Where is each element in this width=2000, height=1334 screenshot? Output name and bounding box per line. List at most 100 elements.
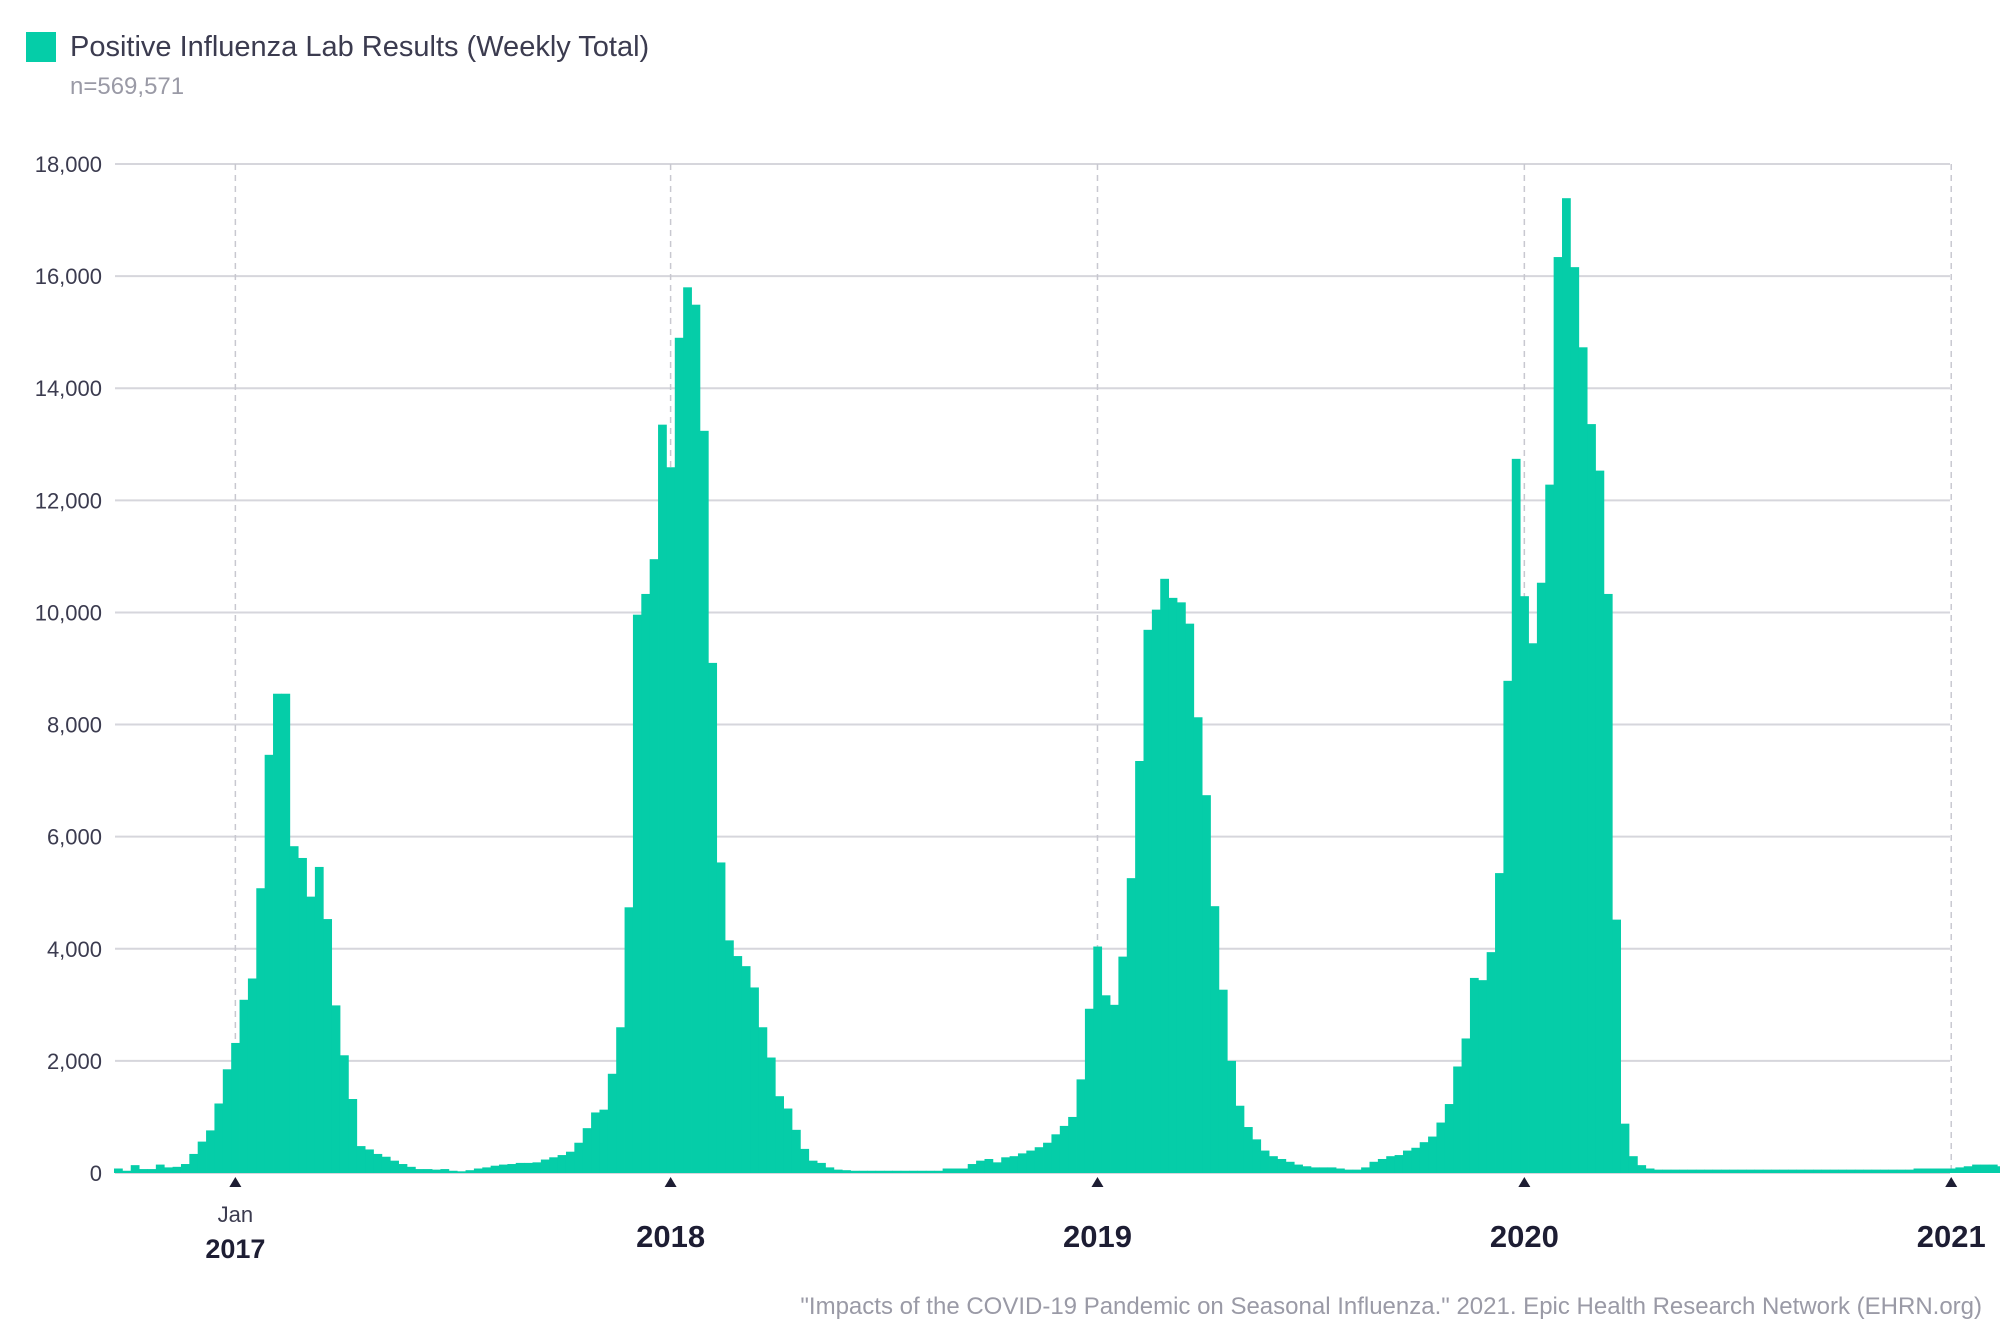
- bar: [247, 978, 257, 1173]
- bar: [875, 1170, 885, 1173]
- bar: [1612, 919, 1621, 1173]
- bar: [800, 1148, 810, 1173]
- bar: [1361, 1167, 1370, 1173]
- bar: [1930, 1168, 1940, 1173]
- bar: [1185, 623, 1195, 1173]
- bar: [130, 1165, 140, 1173]
- bar: [1436, 1122, 1446, 1173]
- legend-label: Positive Influenza Lab Results (Weekly T…: [70, 31, 649, 63]
- bar: [725, 940, 734, 1173]
- bar: [1528, 643, 1538, 1173]
- bar: [616, 1027, 625, 1173]
- bar: [189, 1153, 199, 1173]
- bar: [967, 1164, 977, 1173]
- bar: [222, 1069, 232, 1173]
- bar: [348, 1099, 358, 1173]
- x-tick-label: 2021: [1917, 1219, 1986, 1254]
- bar: [164, 1167, 173, 1173]
- bar: [482, 1167, 492, 1173]
- bar: [565, 1151, 575, 1173]
- bar: [1536, 582, 1546, 1173]
- bar: [1294, 1164, 1303, 1173]
- bar: [1746, 1169, 1755, 1173]
- bar: [1068, 1116, 1077, 1173]
- bar: [1670, 1169, 1680, 1173]
- bar: [858, 1170, 868, 1173]
- bar: [1227, 1060, 1236, 1173]
- bar: [197, 1141, 207, 1173]
- y-tick-label: 18,000: [35, 152, 102, 177]
- bar: [591, 1112, 600, 1173]
- bar: [1059, 1125, 1069, 1173]
- bar: [1344, 1169, 1354, 1173]
- bar: [666, 467, 676, 1173]
- chart-subtitle: n=569,571: [70, 73, 184, 100]
- bar: [1319, 1167, 1329, 1173]
- bar: [1160, 578, 1170, 1173]
- bar: [1034, 1147, 1044, 1173]
- bar: [658, 424, 667, 1173]
- bar: [448, 1170, 458, 1173]
- bar: [1947, 1168, 1956, 1173]
- bar: [306, 896, 316, 1173]
- bar: [1654, 1169, 1663, 1173]
- bar: [867, 1170, 877, 1173]
- bar: [1863, 1169, 1873, 1173]
- bar: [147, 1169, 157, 1173]
- bar: [1043, 1142, 1052, 1173]
- bar: [1562, 198, 1571, 1173]
- bar: [281, 693, 291, 1173]
- citation: "Impacts of the COVID-19 Pandemic on Sea…: [800, 1293, 1982, 1320]
- gridlines: [115, 163, 1950, 1174]
- bar: [381, 1156, 391, 1173]
- bar: [900, 1170, 910, 1173]
- bar: [1252, 1139, 1262, 1173]
- bar: [1938, 1168, 1948, 1173]
- bar: [1762, 1169, 1772, 1173]
- bar: [1428, 1136, 1437, 1173]
- bar: [976, 1160, 985, 1173]
- bar: [909, 1170, 918, 1173]
- bar: [1821, 1169, 1831, 1173]
- bar: [256, 888, 266, 1173]
- bar: [1913, 1168, 1923, 1173]
- bar: [1813, 1169, 1822, 1173]
- bar: [273, 693, 282, 1173]
- bar: [1168, 597, 1178, 1173]
- bar: [1243, 1127, 1253, 1173]
- bar: [582, 1128, 592, 1173]
- year-marker-triangle: [664, 1177, 677, 1187]
- bar: [1101, 995, 1111, 1173]
- bar: [423, 1169, 433, 1173]
- bar: [775, 1096, 784, 1173]
- year-marker-triangle: [1091, 1177, 1104, 1187]
- bar: [1126, 878, 1136, 1173]
- bar: [817, 1162, 826, 1173]
- bar: [180, 1164, 190, 1173]
- bar: [674, 337, 684, 1173]
- year-marker-triangle: [1518, 1177, 1531, 1187]
- bar: [691, 304, 701, 1173]
- bar: [825, 1167, 835, 1173]
- bar: [1796, 1169, 1806, 1173]
- bar: [1269, 1156, 1278, 1173]
- bar: [365, 1149, 374, 1173]
- bar: [1712, 1169, 1722, 1173]
- x-axis-markers: Jan 2017 2018 2019 2020 2021: [205, 1177, 1986, 1264]
- bar: [1721, 1169, 1730, 1173]
- x-tick-label: 2018: [636, 1219, 705, 1254]
- bar: [1352, 1169, 1362, 1173]
- bar: [1779, 1169, 1789, 1173]
- bar: [1737, 1169, 1747, 1173]
- bar: [1980, 1164, 1990, 1173]
- bar: [289, 846, 299, 1173]
- bar: [1972, 1164, 1981, 1173]
- bar: [1921, 1168, 1931, 1173]
- x-tick-sublabel: Jan: [218, 1202, 253, 1227]
- bar: [415, 1169, 425, 1173]
- bars: [114, 198, 2000, 1174]
- bar: [331, 1005, 341, 1173]
- bar: [1461, 1038, 1471, 1173]
- bar: [942, 1168, 952, 1173]
